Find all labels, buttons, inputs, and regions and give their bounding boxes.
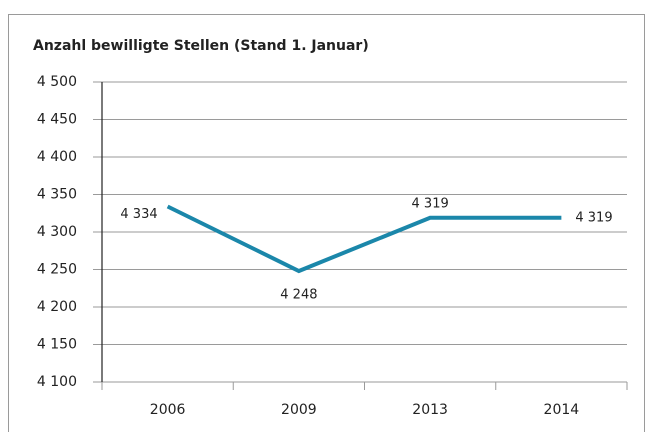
- x-tick-label: 2006: [150, 402, 186, 418]
- value-label: 4 248: [280, 288, 317, 303]
- x-tick-label: 2009: [281, 402, 317, 418]
- line-series: [166, 204, 562, 274]
- y-tick-label: 4 350: [37, 187, 77, 203]
- y-tick-label: 4 500: [37, 74, 77, 90]
- value-label: 4 334: [120, 207, 157, 222]
- y-tick-label: 4 100: [37, 374, 77, 390]
- chart-frame: [8, 14, 645, 432]
- chart-title: Anzahl bewilligte Stellen (Stand 1. Janu…: [33, 38, 369, 54]
- value-label: 4 319: [575, 210, 612, 225]
- x-tick-label: 2013: [412, 402, 448, 418]
- y-tick-label: 4 150: [37, 337, 77, 353]
- y-tick-label: 4 450: [37, 112, 77, 128]
- y-tick-label: 4 400: [37, 149, 77, 165]
- y-tick-label: 4 250: [37, 262, 77, 278]
- value-label: 4 319: [412, 196, 449, 211]
- y-tick-label: 4 300: [37, 224, 77, 240]
- y-tick-label: 4 200: [37, 299, 77, 315]
- x-tick-label: 2014: [544, 402, 580, 418]
